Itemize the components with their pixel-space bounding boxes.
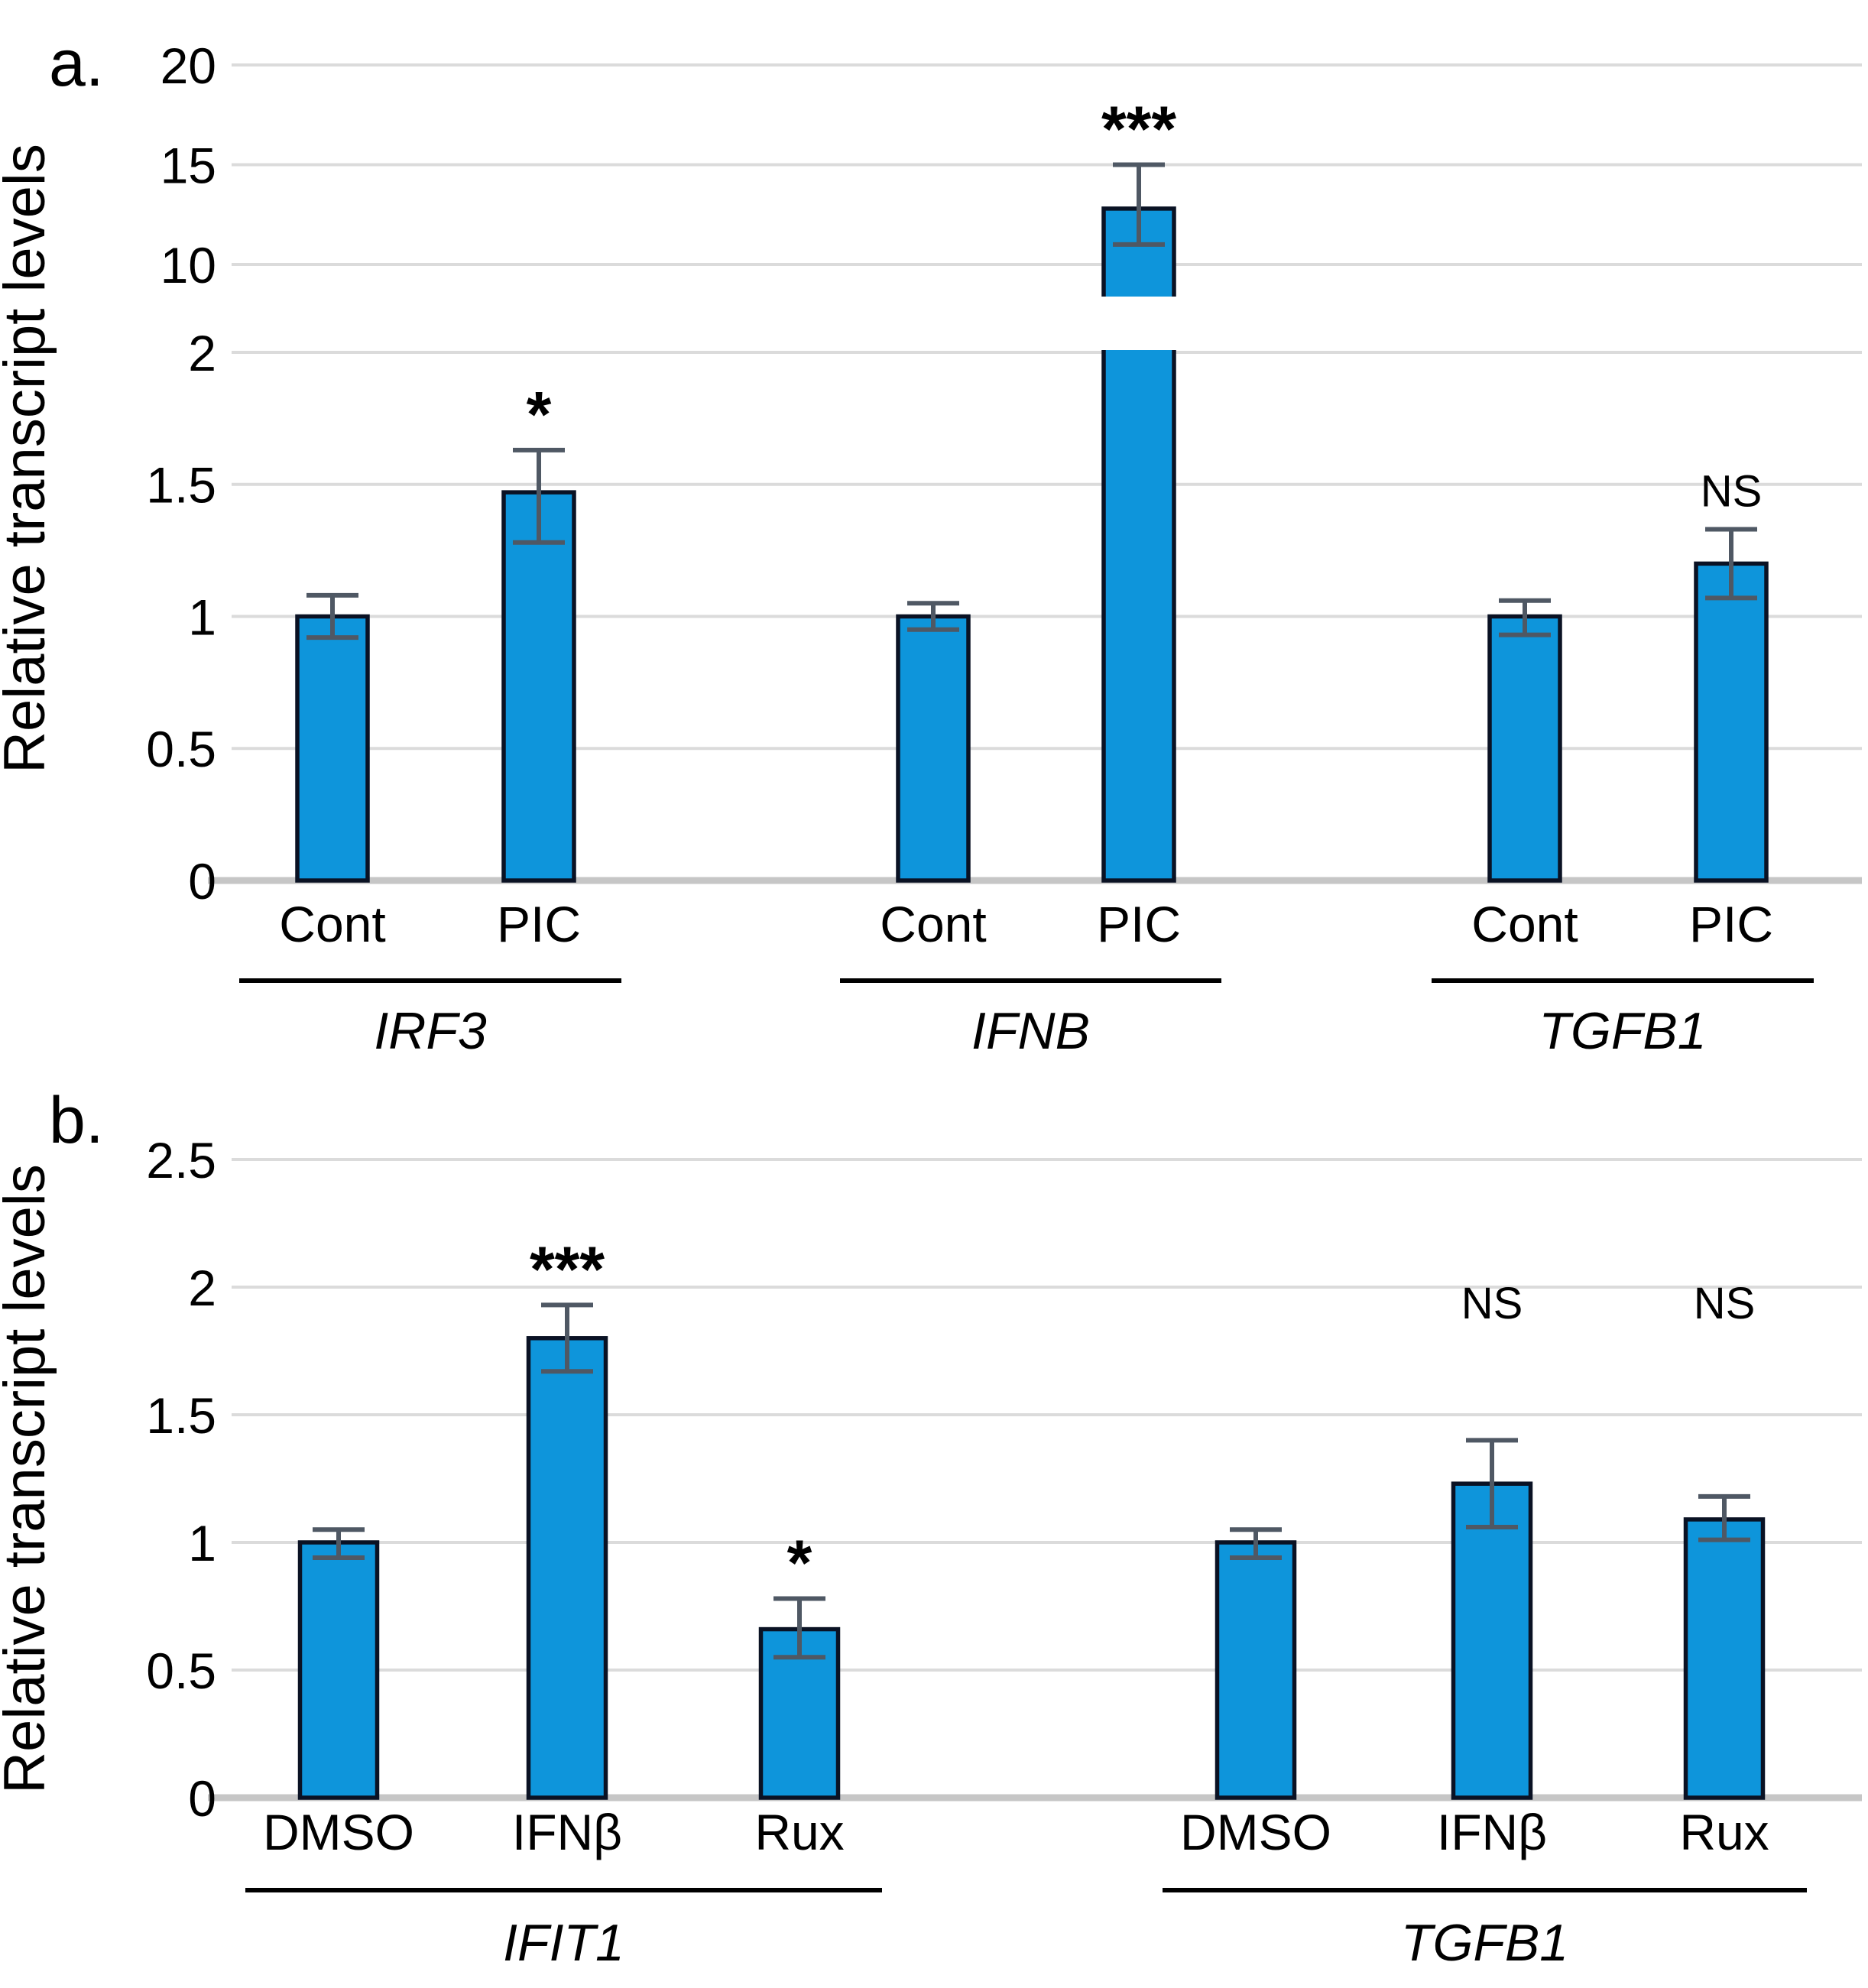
significance-label: *** bbox=[1101, 93, 1176, 165]
gene-label: IFIT1 bbox=[503, 1914, 624, 1972]
y-tick-label: 2 bbox=[188, 325, 216, 381]
bar bbox=[297, 1540, 380, 1800]
category-label: Cont bbox=[279, 896, 385, 952]
y-tick-label: 10 bbox=[161, 237, 216, 293]
y-tick-label: 2 bbox=[188, 1260, 216, 1316]
gene-label: TGFB1 bbox=[1539, 1002, 1706, 1060]
category-label: DMSO bbox=[1180, 1804, 1331, 1860]
bar bbox=[1215, 1540, 1297, 1800]
category-label: Rux bbox=[1679, 1804, 1769, 1860]
category-label: Cont bbox=[1471, 896, 1578, 952]
axis-break-band bbox=[1100, 297, 1178, 350]
significance-label: NS bbox=[1461, 1279, 1523, 1328]
category-label: IFNβ bbox=[1437, 1804, 1547, 1860]
category-label: PIC bbox=[1689, 896, 1773, 952]
category-label: PIC bbox=[497, 896, 581, 952]
bar bbox=[896, 614, 971, 883]
category-label: IFNβ bbox=[512, 1804, 622, 1860]
y-tick-label: 1 bbox=[188, 589, 216, 645]
bar bbox=[1451, 1481, 1533, 1800]
bar bbox=[1694, 561, 1769, 883]
bar bbox=[295, 614, 370, 883]
category-label: DMSO bbox=[263, 1804, 414, 1860]
significance-label: NS bbox=[1694, 1279, 1756, 1328]
panel-b-chart: DMSO *** IFNβ * Rux DMSO NS IFNβ NS Rux IFIT1 TGFB1… bbox=[0, 1084, 1862, 1972]
bar bbox=[1683, 1517, 1766, 1800]
y-tick-label: 2.5 bbox=[146, 1132, 216, 1189]
bar bbox=[1487, 614, 1562, 883]
bar bbox=[501, 490, 576, 883]
category-label: Cont bbox=[880, 896, 986, 952]
significance-label: * bbox=[527, 378, 552, 450]
panel-letter: b. bbox=[49, 1084, 104, 1157]
category-label: Rux bbox=[754, 1804, 844, 1860]
significance-label: NS bbox=[1701, 466, 1763, 516]
y-tick-label: 0.5 bbox=[146, 1643, 216, 1699]
y-tick-label: 15 bbox=[161, 137, 216, 193]
y-axis-title: Relative transcript levels bbox=[0, 144, 57, 773]
significance-label: * bbox=[787, 1526, 812, 1598]
y-tick-label: 1.5 bbox=[146, 1387, 216, 1444]
y-tick-label: 1 bbox=[188, 1515, 216, 1571]
gene-label: IFNB bbox=[971, 1002, 1090, 1060]
significance-label: *** bbox=[530, 1233, 605, 1305]
y-tick-label: 0.5 bbox=[146, 721, 216, 777]
y-tick-label: 1.5 bbox=[146, 457, 216, 514]
y-axis-title: Relative transcript levels bbox=[0, 1164, 57, 1794]
gene-label: IRF3 bbox=[374, 1002, 487, 1060]
y-tick-label: 0 bbox=[188, 853, 216, 910]
bar bbox=[526, 1336, 608, 1800]
gene-label: TGFB1 bbox=[1401, 1914, 1568, 1972]
y-tick-label: 0 bbox=[188, 1770, 216, 1827]
y-tick-label: 20 bbox=[161, 37, 216, 94]
category-label: PIC bbox=[1097, 896, 1181, 952]
panel-letter: a. bbox=[49, 27, 104, 100]
